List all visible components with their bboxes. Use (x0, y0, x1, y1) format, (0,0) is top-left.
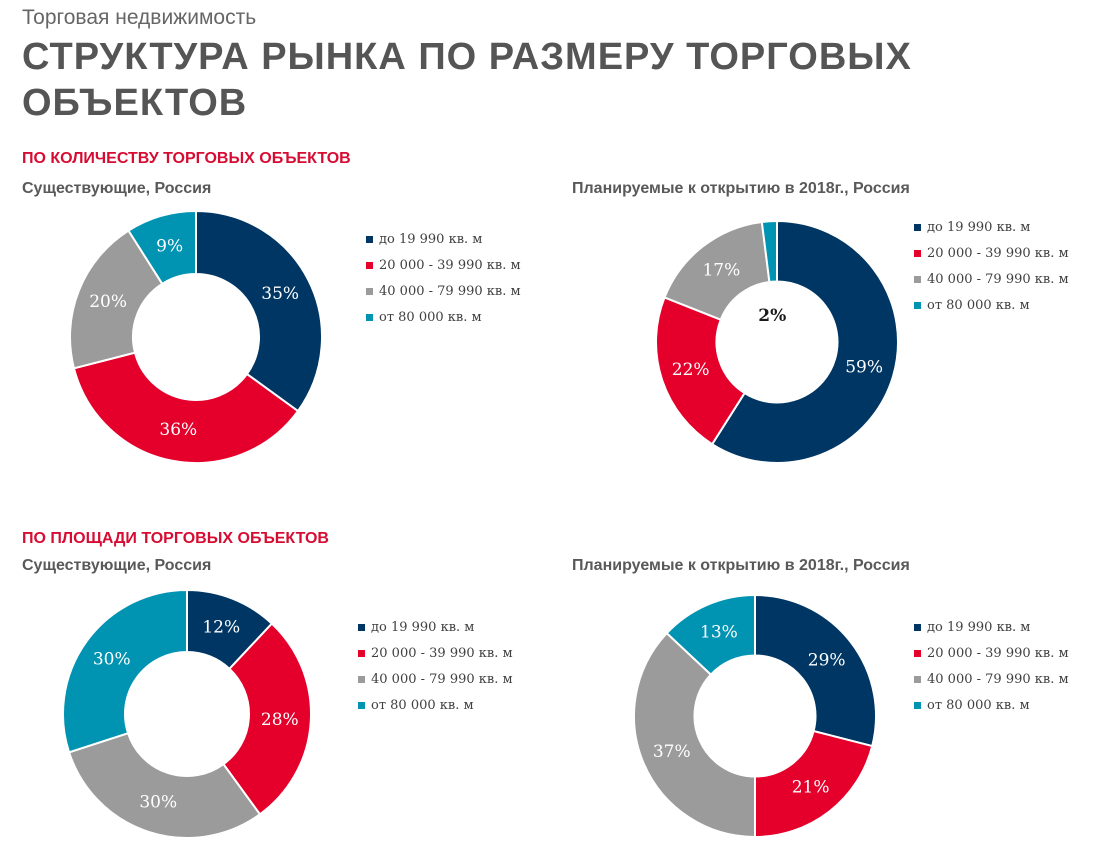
legend-item: от 80 000 кв. м (358, 692, 513, 718)
page-kicker: Торговая недвижимость (22, 6, 257, 29)
donut-slice-gray (633, 631, 756, 839)
legend-label: 20 000 - 39 990 кв. м (927, 645, 1069, 661)
legend-item: до 19 990 кв. м (366, 226, 521, 252)
legend-label: 20 000 - 39 990 кв. м (379, 257, 521, 273)
chart-4-title: Планируемые к открытию в 2018г., Россия (572, 557, 910, 574)
data-label: 35% (261, 284, 299, 304)
data-label: 29% (808, 650, 846, 670)
chart-4-legend: до 19 990 кв. м 20 000 - 39 990 кв. м 40… (914, 614, 1069, 718)
legend-label: от 80 000 кв. м (927, 297, 1030, 313)
legend-swatch-red (914, 249, 921, 257)
donut-slice-teal (62, 588, 188, 754)
legend-label: от 80 000 кв. м (379, 309, 482, 325)
legend-label: 40 000 - 79 990 кв. м (927, 671, 1069, 687)
legend-swatch-red (914, 649, 921, 657)
legend-item: от 80 000 кв. м (914, 692, 1069, 718)
legend-label: 40 000 - 79 990 кв. м (371, 671, 513, 687)
legend-label: до 19 990 кв. м (371, 619, 475, 635)
legend-label: 20 000 - 39 990 кв. м (927, 245, 1069, 261)
page-title: СТРУКТУРА РЫНКА ПО РАЗМЕРУ ТОРГОВЫХ ОБЪЕ… (22, 36, 912, 124)
data-label: 36% (159, 420, 197, 440)
donut-slice-gray (67, 731, 262, 839)
data-label: 59% (845, 357, 883, 377)
chart-2-title: Планируемые к открытию в 2018г., Россия (572, 180, 910, 197)
legend-swatch-gray (358, 675, 365, 683)
legend-swatch-navy (358, 623, 365, 631)
data-label: 21% (792, 778, 830, 798)
donut-slice-red (222, 622, 312, 816)
legend-swatch-teal (358, 701, 365, 709)
data-label: 17% (702, 260, 740, 280)
donut-chart-planned-count: 59% 22% 17% 2% (655, 219, 899, 464)
chart-1-title: Существующие, Россия (22, 180, 212, 197)
data-label: 22% (672, 360, 710, 380)
donut-slice-red (655, 296, 746, 446)
donut-slice-teal (127, 209, 197, 286)
donut-slice-red (754, 729, 874, 839)
legend-swatch-gray (914, 275, 921, 283)
legend-label: 40 000 - 79 990 кв. м (379, 283, 521, 299)
legend-swatch-navy (914, 623, 921, 631)
legend-swatch-navy (366, 235, 373, 243)
legend-swatch-gray (914, 675, 921, 683)
data-label: 2% (758, 306, 786, 326)
donut-chart-planned-area: 29% 21% 37% 13% (633, 593, 877, 839)
legend-swatch-red (366, 261, 373, 269)
donut-slice-red (72, 351, 300, 464)
legend-swatch-teal (914, 701, 921, 709)
section-heading-by-count: ПО КОЛИЧЕСТВУ ТОРГОВЫХ ОБЪЕКТОВ (22, 150, 351, 167)
legend-label: 20 000 - 39 990 кв. м (371, 645, 513, 661)
data-label: 20% (89, 292, 127, 312)
donut-chart-existing-area: 12% 28% 30% 30% (62, 588, 312, 839)
chart-3-legend: до 19 990 кв. м 20 000 - 39 990 кв. м 40… (358, 614, 513, 718)
legend-item: 20 000 - 39 990 кв. м (358, 640, 513, 666)
chart-3-title: Существующие, Россия (22, 557, 212, 574)
donut-slice-gray (69, 229, 164, 370)
legend-item: до 19 990 кв. м (358, 614, 513, 640)
legend-label: от 80 000 кв. м (371, 697, 474, 713)
data-label: 13% (700, 623, 738, 643)
legend-item: 40 000 - 79 990 кв. м (366, 278, 521, 304)
legend-swatch-teal (366, 313, 373, 321)
data-label: 12% (202, 618, 240, 638)
legend-item: 40 000 - 79 990 кв. м (914, 266, 1069, 292)
donut-slice-navy (195, 209, 323, 413)
legend-item: 20 000 - 39 990 кв. м (914, 640, 1069, 666)
donut-slice-navy (710, 219, 899, 464)
donut-slice-gray (663, 220, 771, 322)
donut-slice-teal (665, 593, 756, 676)
data-label: 37% (653, 742, 691, 762)
legend-item: от 80 000 кв. м (366, 304, 521, 330)
data-label: 30% (139, 792, 177, 812)
legend-item: 40 000 - 79 990 кв. м (358, 666, 513, 692)
data-label: 9% (156, 236, 183, 256)
legend-swatch-gray (366, 287, 373, 295)
section-heading-by-area: ПО ПЛОЩАДИ ТОРГОВЫХ ОБЪЕКТОВ (22, 530, 329, 547)
donut-slice-navy (754, 593, 877, 748)
legend-label: до 19 990 кв. м (379, 231, 483, 247)
legend-swatch-navy (914, 223, 921, 231)
legend-label: до 19 990 кв. м (927, 219, 1031, 235)
data-label: 30% (93, 649, 131, 669)
legend-item: от 80 000 кв. м (914, 292, 1069, 318)
legend-swatch-red (358, 649, 365, 657)
donut-chart-existing-count: 35% 36% 20% 9% (69, 209, 323, 464)
legend-swatch-teal (914, 301, 921, 309)
legend-item: до 19 990 кв. м (914, 614, 1069, 640)
chart-2-legend: до 19 990 кв. м 20 000 - 39 990 кв. м 40… (914, 214, 1069, 318)
legend-label: 40 000 - 79 990 кв. м (927, 271, 1069, 287)
legend-item: до 19 990 кв. м (914, 214, 1069, 240)
legend-label: от 80 000 кв. м (927, 697, 1030, 713)
legend-item: 20 000 - 39 990 кв. м (914, 240, 1069, 266)
donut-slice-teal (760, 219, 778, 284)
data-label: 28% (261, 710, 299, 730)
legend-item: 20 000 - 39 990 кв. м (366, 252, 521, 278)
legend-item: 40 000 - 79 990 кв. м (914, 666, 1069, 692)
legend-label: до 19 990 кв. м (927, 619, 1031, 635)
chart-1-legend: до 19 990 кв. м 20 000 - 39 990 кв. м 40… (366, 226, 521, 330)
